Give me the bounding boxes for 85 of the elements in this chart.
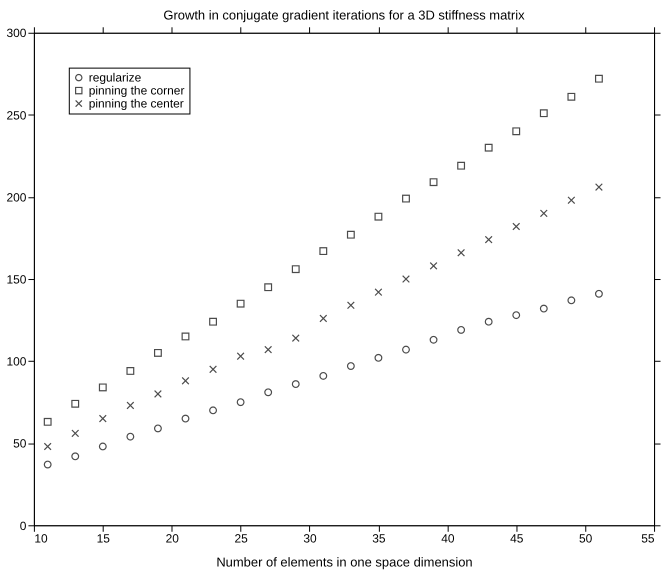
point	[264, 283, 272, 292]
point	[512, 222, 520, 230]
point	[457, 162, 466, 170]
point	[98, 414, 107, 423]
x-tick-label: 35	[372, 532, 386, 546]
point	[319, 314, 328, 322]
chart-title: Growth in conjugate gradient iterations for a 3D stiffness matrix	[163, 7, 526, 22]
point	[540, 109, 548, 118]
point	[209, 365, 217, 374]
point	[292, 334, 300, 342]
point	[182, 414, 190, 423]
point	[457, 248, 466, 257]
point	[98, 442, 107, 450]
point	[484, 318, 493, 326]
y-tick-label: 50	[13, 436, 27, 451]
point	[98, 383, 107, 392]
point	[457, 326, 466, 334]
point	[567, 196, 576, 204]
point	[182, 376, 190, 385]
point	[512, 311, 520, 320]
legend-label: pinning the center	[88, 96, 184, 111]
point	[402, 194, 410, 203]
point	[430, 262, 438, 270]
point	[567, 92, 576, 101]
x-tick-label: 15	[96, 532, 110, 546]
point	[126, 402, 134, 410]
point	[44, 418, 52, 426]
point	[154, 390, 162, 398]
point	[44, 442, 52, 450]
point	[292, 265, 300, 274]
x-tick-label: 55	[641, 532, 655, 546]
point	[236, 352, 245, 360]
point	[402, 346, 410, 354]
y-tick-label: 0	[20, 518, 27, 533]
point	[209, 318, 217, 326]
point	[126, 432, 134, 441]
point	[292, 380, 300, 388]
x-tick-label: 10	[34, 532, 48, 546]
x-tick-label: 50	[578, 532, 593, 546]
point	[154, 424, 162, 432]
x-tick-label: 25	[234, 532, 248, 546]
point	[319, 247, 328, 256]
point	[346, 301, 355, 310]
point	[484, 144, 493, 152]
x-axis-title: Number of elements in one space dimension	[216, 554, 473, 570]
point	[594, 183, 603, 192]
x-tick-label: 45	[510, 532, 524, 546]
point	[71, 429, 80, 438]
point	[374, 212, 382, 221]
point	[594, 74, 603, 83]
point	[346, 230, 355, 239]
point	[209, 406, 217, 414]
point	[512, 127, 520, 136]
point	[126, 367, 134, 375]
legend-label: regularize	[88, 70, 142, 85]
point	[594, 290, 603, 298]
point	[154, 348, 162, 357]
point	[44, 460, 52, 468]
point	[374, 288, 382, 296]
point	[430, 178, 438, 186]
point	[236, 300, 245, 308]
point	[264, 346, 272, 354]
y-tick-label: 100	[6, 354, 27, 369]
point	[540, 209, 548, 218]
point	[430, 336, 438, 344]
point	[484, 236, 493, 244]
point	[71, 400, 80, 408]
point	[264, 388, 272, 396]
point	[374, 354, 382, 362]
point	[346, 362, 355, 370]
x-tick-label: 20	[166, 532, 180, 546]
x-tick-label: 30	[303, 532, 318, 546]
y-tick-label: 150	[6, 272, 27, 287]
legend-label: pinning the corner	[88, 84, 184, 98]
point	[71, 452, 80, 460]
y-tick-label: 250	[6, 108, 27, 122]
point	[182, 332, 190, 340]
point	[236, 398, 245, 406]
y-tick-label: 300	[6, 26, 27, 40]
point	[402, 275, 410, 283]
point	[567, 296, 576, 304]
point	[319, 372, 328, 380]
x-tick-label: 40	[441, 532, 455, 546]
y-tick-label: 200	[6, 190, 27, 204]
point	[540, 304, 548, 313]
